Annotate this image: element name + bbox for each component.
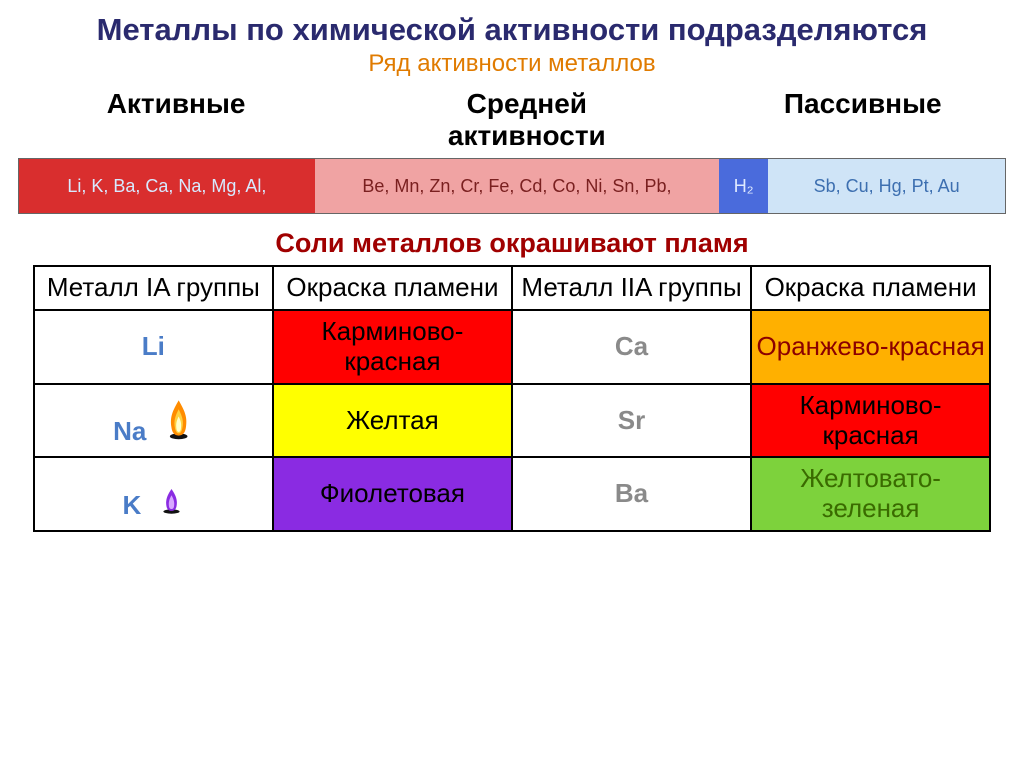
metal-1a-symbol: Li <box>142 331 165 361</box>
flame-icon-wrapper <box>159 468 184 514</box>
metal-2a-symbol: Ba <box>615 478 648 508</box>
category-medium-label: Средней активности <box>334 88 719 152</box>
flame-icon <box>164 396 193 440</box>
page-subtitle: Ряд активности металлов <box>18 50 1006 78</box>
flame-color-2a-cell: Желтовато-зеленая <box>751 457 990 531</box>
flame-icon-wrapper <box>164 394 193 440</box>
flame-color-2a-cell: Оранжево-красная <box>751 310 990 384</box>
activity-segment-active: Li, K, Ba, Ca, Na, Mg, Al, <box>19 159 315 213</box>
table-header-row: Металл IA группы Окраска пламени Металл … <box>34 266 990 310</box>
activity-segment-medium: Be, Mn, Zn, Cr, Fe, Cd, Co, Ni, Sn, Pb, <box>315 159 719 213</box>
table-row: Li Карминово-красная Ca Оранжево-красная <box>34 310 990 384</box>
activity-segment-h2: H₂ <box>719 159 768 213</box>
salts-title: Соли металлов окрашивают пламя <box>18 228 1006 259</box>
category-active-label: Активные <box>18 88 334 152</box>
header-col1: Металл IA группы <box>34 266 273 310</box>
table-row: Na Желтая Sr Карминово-красная <box>34 384 990 458</box>
metal-1a-symbol: K <box>122 490 141 520</box>
header-col2: Окраска пламени <box>273 266 512 310</box>
flame-color-1a-cell: Карминово-красная <box>273 310 512 384</box>
metal-2a-symbol: Sr <box>618 405 645 435</box>
header-col4: Окраска пламени <box>751 266 990 310</box>
metal-2a-cell: Ba <box>512 457 751 531</box>
flame-icon <box>159 484 184 514</box>
metal-1a-cell: Li <box>34 310 273 384</box>
metal-2a-cell: Sr <box>512 384 751 458</box>
category-passive-label: Пассивные <box>719 88 1006 152</box>
metal-1a-cell: Na <box>34 384 273 458</box>
page-title: Металлы по химической активности подразд… <box>18 12 1006 48</box>
header-col3: Металл IIA группы <box>512 266 751 310</box>
activity-bar: Li, K, Ba, Ca, Na, Mg, Al, Be, Mn, Zn, C… <box>18 158 1006 214</box>
category-labels: Активные Средней активности Пассивные <box>18 88 1006 152</box>
flame-color-1a-cell: Фиолетовая <box>273 457 512 531</box>
metal-2a-cell: Ca <box>512 310 751 384</box>
metal-2a-symbol: Ca <box>615 331 648 361</box>
metal-1a-cell: K <box>34 457 273 531</box>
activity-segment-passive: Sb, Cu, Hg, Pt, Au <box>768 159 1005 213</box>
flame-color-1a-cell: Желтая <box>273 384 512 458</box>
flame-color-table: Металл IA группы Окраска пламени Металл … <box>33 265 991 532</box>
table-row: K Фиолетовая Ba Желтовато-зеленая <box>34 457 990 531</box>
flame-color-2a-cell: Карминово-красная <box>751 384 990 458</box>
metal-1a-symbol: Na <box>113 416 146 446</box>
